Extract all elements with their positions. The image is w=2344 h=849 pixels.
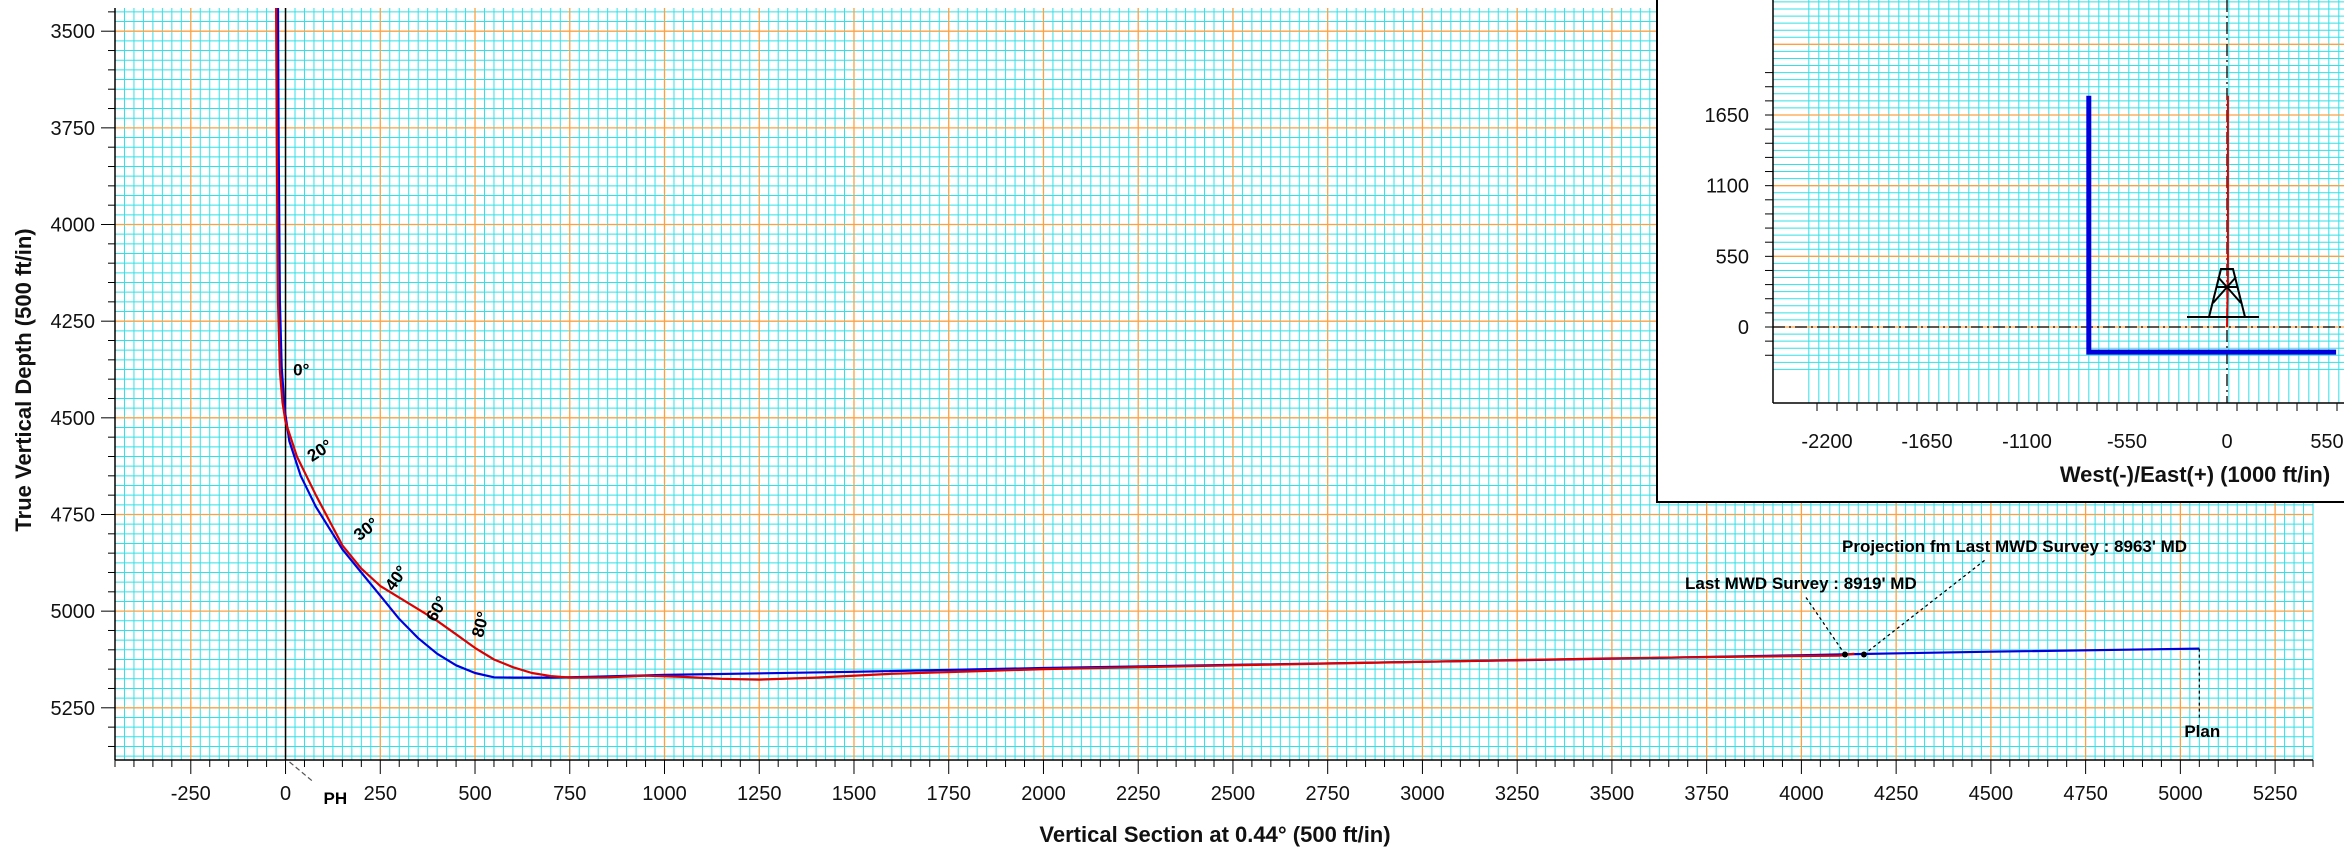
x-tick-label: 1000 xyxy=(642,783,687,805)
x-tick-label: 1500 xyxy=(832,783,877,805)
x-tick-label: 2750 xyxy=(1305,783,1350,805)
inset-x-axis-title: West(-)/East(+) (1000 ft/in) xyxy=(2060,462,2330,487)
x-tick-label: 5000 xyxy=(2158,783,2203,805)
survey-series-line xyxy=(275,7,1855,681)
inset-x-tick-label: 550 xyxy=(2310,431,2343,453)
inset-y-tick-label: 0 xyxy=(1738,317,1749,339)
x-axis-title: Vertical Section at 0.44° (500 ft/in) xyxy=(1039,822,1390,847)
x-tick-label: 3500 xyxy=(1590,783,1635,805)
inset-y-tick-label: 550 xyxy=(1716,246,1749,268)
inset-y-tick-label: 1100 xyxy=(1706,176,1749,198)
x-tick-label: 250 xyxy=(364,783,397,805)
wellbore-plan-line xyxy=(2226,95,2229,328)
ph-label: PH xyxy=(324,789,348,808)
inclination-label: 60° xyxy=(422,593,451,625)
x-tick-label: 5250 xyxy=(2253,783,2298,805)
last-survey-label: Last MWD Survey : 8919' MD xyxy=(1685,574,1917,593)
y-axis-title: True Vertical Depth (500 ft/in) xyxy=(11,228,36,531)
inclination-label: 80° xyxy=(468,609,493,639)
x-tick-label: 4250 xyxy=(1874,783,1919,805)
y-tick-label: 4750 xyxy=(51,504,96,526)
plan-end-label: Plan xyxy=(2184,722,2220,741)
x-tick-label: 3250 xyxy=(1495,783,1540,805)
x-tick-label: 4500 xyxy=(1969,783,2014,805)
inclination-label: 20° xyxy=(304,436,336,466)
projection-label: Projection fm Last MWD Survey : 8963' MD xyxy=(1842,537,2187,556)
x-tick-label: 3750 xyxy=(1684,783,1729,805)
lease-boundary-line xyxy=(2086,95,2337,355)
x-tick-label: 2500 xyxy=(1211,783,1256,805)
y-tick-label: 4250 xyxy=(51,311,96,333)
inset-x-tick-label: -2200 xyxy=(1801,431,1852,453)
x-tick-label: 0 xyxy=(280,783,291,805)
ph-leader xyxy=(289,761,314,783)
y-tick-label: 4000 xyxy=(51,215,96,237)
x-tick-label: 750 xyxy=(553,783,586,805)
drilling-rig-icon xyxy=(2187,268,2259,318)
inclination-label: 30° xyxy=(350,514,382,545)
y-tick-label: 3500 xyxy=(51,21,96,43)
inset-x-tick-label: -1650 xyxy=(1901,431,1952,453)
x-tick-label: -250 xyxy=(171,783,211,805)
plan-view-inset: -2200 -1650 -1100 -550 0 550 0 550 1100 1650 xyxy=(1656,0,2344,503)
inset-y-tick-label: 1650 xyxy=(1705,105,1750,127)
y-tick-label: 4500 xyxy=(51,408,96,430)
y-tick-label: 5250 xyxy=(51,698,96,720)
x-tick-label: 1750 xyxy=(926,783,971,805)
x-tick-label: 4000 xyxy=(1779,783,1824,805)
y-tick-label: 5000 xyxy=(51,601,96,623)
x-tick-label: 2000 xyxy=(1021,783,1066,805)
projection-leader xyxy=(1863,559,1986,655)
chart-axes: -250 0 250 500 750 1000 1250 1500 1750 2000 2250 25… xyxy=(51,8,2314,805)
y-tick-label: 3750 xyxy=(51,118,96,140)
inset-x-tick-label: 0 xyxy=(2221,431,2232,453)
x-tick-label: 4750 xyxy=(2063,783,2108,805)
inclination-label: 0° xyxy=(293,360,309,379)
x-tick-label: 1250 xyxy=(737,783,782,805)
inset-x-tick-label: -1100 xyxy=(2002,431,2052,453)
inset-frame xyxy=(1656,0,2344,503)
x-tick-label: 3000 xyxy=(1400,783,1445,805)
chart-series xyxy=(275,7,2200,681)
x-tick-label: 2250 xyxy=(1116,783,1161,805)
x-tick-label: 500 xyxy=(458,783,491,805)
inset-x-tick-label: -550 xyxy=(2107,431,2147,453)
